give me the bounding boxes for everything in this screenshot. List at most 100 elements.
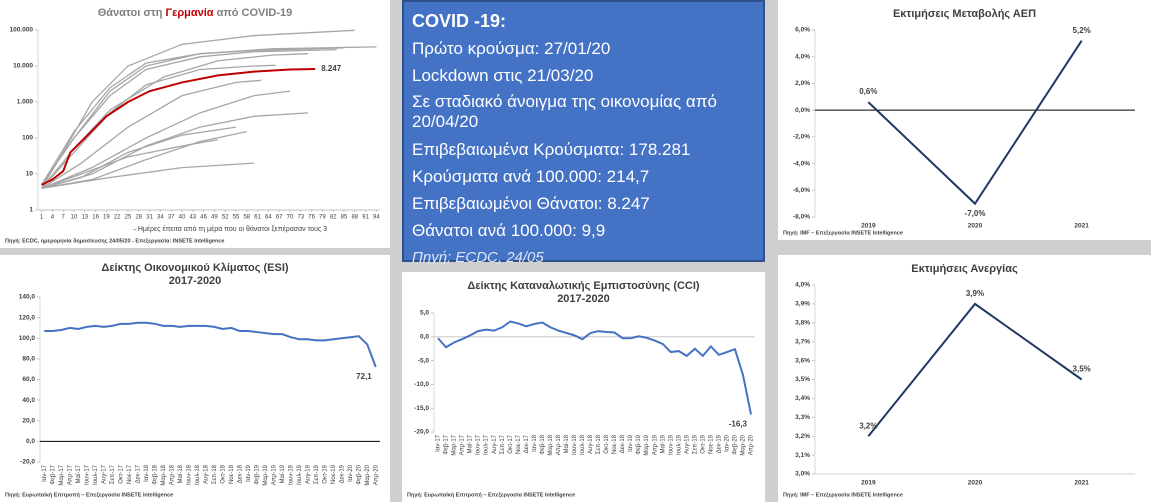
info-heading: COVID -19: (412, 11, 507, 31)
x-tick-label: 43 (189, 215, 196, 221)
x-tick-label: Οκτ-18 (220, 464, 226, 483)
x-tick-label: Ιαν-19 (628, 434, 634, 451)
chart-title: Εκτιμήσεις Μεταβολής ΑΕΠ (893, 8, 1036, 20)
x-tick-label: Ιουλ-19 (297, 464, 303, 485)
x-tick-label: 10 (71, 215, 78, 221)
x-tick-label: Απρ-19 (271, 464, 277, 485)
y-tick-label: -2,0% (793, 134, 810, 141)
y-tick-label: 1 (29, 207, 33, 214)
series-line (437, 320, 752, 415)
x-tick-label: Μαρ-20 (741, 434, 747, 455)
y-tick-label: 3,6% (795, 357, 810, 364)
x-tick-label: Φεβ-17 (444, 434, 450, 454)
y-tick-label: 100.000 (10, 27, 34, 34)
series-line (41, 48, 337, 186)
y-tick-label: 6,0% (795, 27, 810, 34)
x-tick-label: Απρ-17 (460, 434, 466, 455)
x-tick-label: 55 (233, 215, 240, 221)
x-tick-label: 19 (103, 215, 110, 221)
x-tick-label: 82 (330, 215, 337, 221)
panel (778, 255, 1151, 502)
x-tick-label: Αυγ-18 (203, 464, 209, 484)
x-tick-label: 94 (373, 215, 380, 221)
x-tick-label: 25 (125, 215, 132, 221)
x-tick-label: Φεβ-19 (254, 464, 260, 484)
y-tick-label: -10,0 (414, 381, 429, 388)
y-tick-label: 60,0 (22, 376, 35, 383)
x-tick-label: Αυγ-17 (101, 464, 107, 484)
x-tick-label: Απρ-20 (373, 464, 379, 485)
y-tick-label: 3,7% (795, 338, 810, 345)
y-tick-label: -4,0% (793, 160, 810, 167)
x-tick-label: Σεπ-18 (212, 464, 218, 484)
x-tick-label: 4 (51, 215, 55, 221)
x-tick-label: 2020 (968, 480, 983, 487)
x-tick-label: Οκτ-18 (604, 434, 610, 453)
x-tick-label: Ιαν-20 (724, 434, 730, 451)
x-tick-label: 88 (351, 215, 358, 221)
y-tick-label: 1.000 (17, 99, 34, 106)
x-tick-label: 85 (341, 215, 348, 221)
x-tick-label: Μαϊ-18 (564, 434, 570, 453)
y-tick-label: 2,0% (795, 80, 810, 87)
x-tick-label: Ιουν-19 (288, 464, 294, 485)
info-line: Σε σταδιακό άνοιγμα της οικονομίας από 2… (412, 92, 717, 131)
x-tick-label: 2019 (861, 480, 876, 487)
x-tick-label: Σεπ-19 (692, 434, 698, 454)
x-tick-label: Ιουν-17 (84, 464, 90, 485)
source-note: Πηγή: ECDC, ημερομηνία δημοσίευσης 24/05… (5, 238, 224, 244)
x-tick-label: Δεκ-19 (339, 464, 345, 483)
x-tick-label: Φεβ-20 (356, 464, 362, 484)
y-tick-label: 10.000 (13, 63, 33, 70)
x-tick-label: 61 (254, 215, 261, 221)
x-tick-label: 79 (319, 215, 326, 221)
x-tick-label: Ιαν-17 (436, 434, 442, 451)
x-tick-label: Σεπ-17 (500, 434, 506, 454)
series-line (867, 40, 1083, 206)
x-tick-label: Απρ-19 (652, 434, 658, 455)
y-tick-label: -15,0 (414, 405, 429, 412)
series-line (44, 321, 377, 368)
data-label: 3,5% (1073, 365, 1091, 374)
y-tick-label: 5,0 (420, 310, 429, 317)
x-tick-label: Νοε-19 (708, 434, 714, 454)
x-tick-label: Μαρ-17 (452, 434, 458, 455)
x-tick-label: Νοε-19 (331, 464, 337, 484)
x-tick-label: Αυγ-19 (305, 464, 311, 484)
source-note: Πηγή: IMF – Επεξεργασία INSETE Intellige… (783, 230, 903, 236)
x-tick-label: Ιουλ-17 (484, 434, 490, 455)
x-tick-label: Ιουν-18 (572, 434, 578, 455)
x-tick-label: Αυγ-18 (588, 434, 594, 454)
x-tick-label: 91 (362, 215, 369, 221)
x-tick-label: Φεβ-18 (152, 464, 158, 484)
x-tick-label: Δεκ-17 (524, 434, 530, 453)
x-tick-label: Δεκ-18 (237, 464, 243, 483)
x-tick-label: 40 (179, 215, 186, 221)
x-tick-label: Μαϊ-19 (280, 464, 286, 483)
y-tick-label: 100,0 (19, 335, 36, 342)
x-tick-label: 16 (92, 215, 99, 221)
y-tick-label: 80,0 (22, 356, 35, 363)
x-tick-label: Φεβ-18 (540, 434, 546, 454)
panel (0, 0, 390, 248)
info-line: Θάνατοι ανά 100.000: 9,9 (412, 221, 606, 240)
info-line: Lockdown στις 21/03/20 (412, 66, 594, 85)
x-tick-label: Μαρ-20 (365, 464, 371, 485)
y-tick-label: 3,5% (795, 376, 810, 383)
x-tick-label: Απρ-20 (749, 434, 755, 455)
info-line: Κρούσματα ανά 100.000: 214,7 (412, 167, 650, 186)
x-tick-label: 31 (146, 215, 153, 221)
x-tick-label: Μαϊ-19 (660, 434, 666, 453)
x-tick-label: 52 (222, 215, 229, 221)
y-tick-label: -20,0 (20, 459, 35, 466)
x-tick-label: Ιαν-20 (348, 464, 354, 481)
x-tick-label: 2021 (1074, 480, 1089, 487)
series-line (41, 47, 345, 186)
chart-title: Δείκτης Οικονομικού Κλίματος (ESI) (101, 262, 288, 274)
y-tick-label: 120,0 (19, 314, 36, 321)
title-part: Θάνατοι στη (98, 7, 163, 19)
x-tick-label: Δεκ-18 (620, 434, 626, 453)
x-tick-label: 58 (243, 215, 250, 221)
x-tick-label: Μαρ-19 (644, 434, 650, 455)
